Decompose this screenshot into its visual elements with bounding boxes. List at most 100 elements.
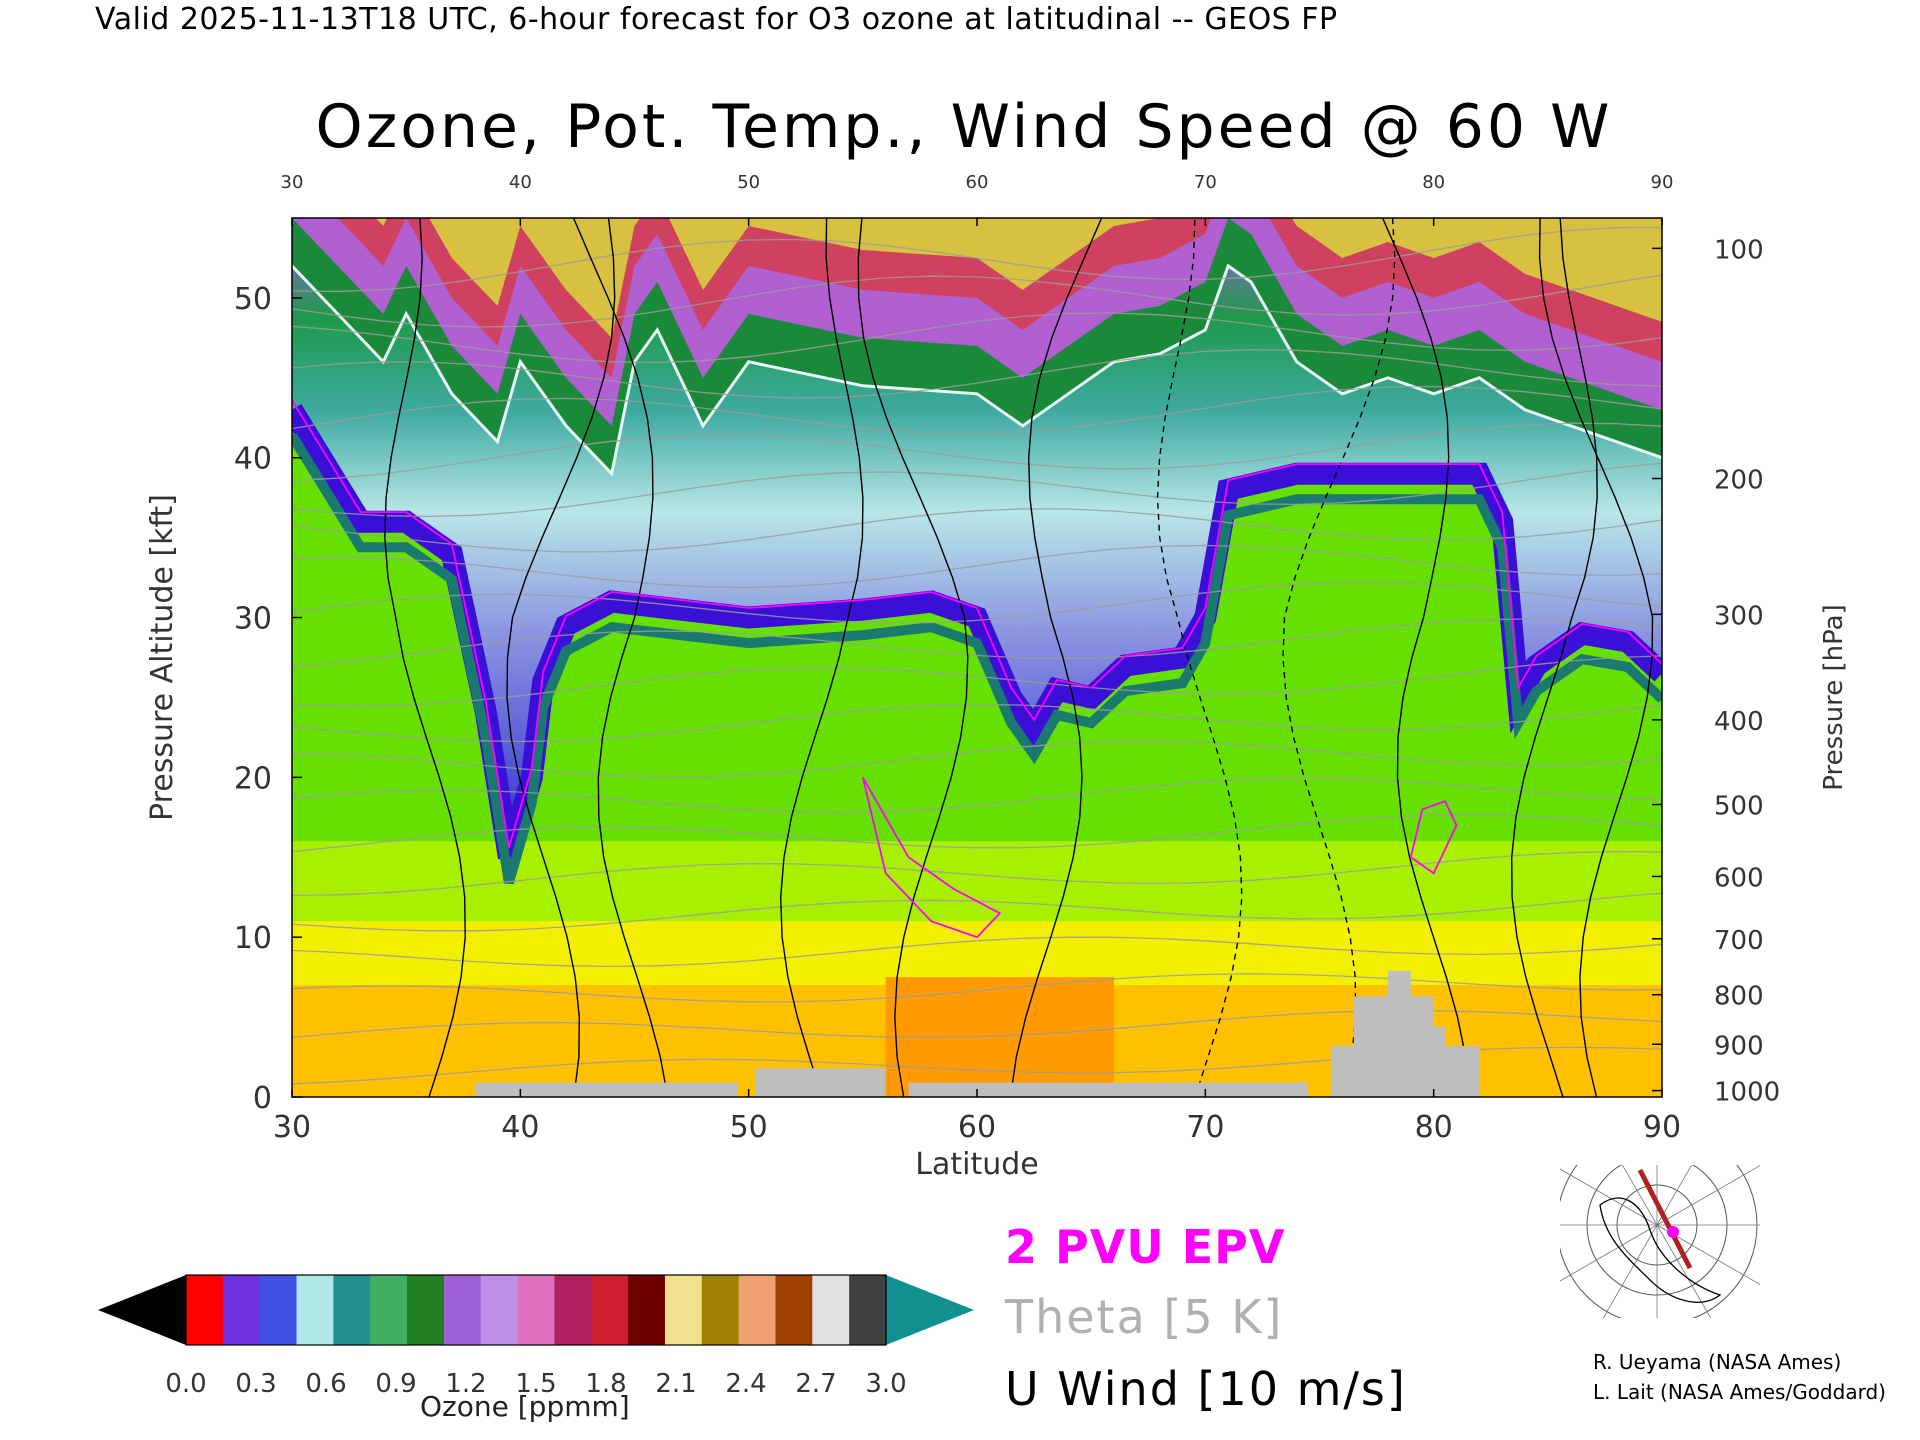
- u-wind-contour: [1538, 218, 1654, 1097]
- colorbar-segment: [259, 1275, 298, 1345]
- colorbar-segment: [849, 1275, 887, 1345]
- colorbar-tick-label: 1.8: [585, 1369, 626, 1399]
- colorbar-label: Ozone [ppmm]: [420, 1390, 630, 1423]
- map-meridian: [1560, 1224, 1658, 1282]
- colorbar-segment: [222, 1275, 261, 1345]
- colorbar-segment: [591, 1275, 629, 1345]
- colorbar-segment: [775, 1275, 813, 1345]
- map-meridian: [1560, 1168, 1658, 1226]
- y-tick-label: 40: [234, 442, 272, 477]
- colorbar-tick-label: 1.2: [445, 1369, 486, 1399]
- epv-contour-blob: [1409, 800, 1458, 875]
- epv-contour: [292, 399, 1662, 848]
- y-tick-label: 50: [234, 282, 272, 317]
- epv-contour-blob: [861, 776, 1002, 939]
- colorbar-tick-label: 0.9: [375, 1369, 416, 1399]
- colorbar-tick-label: 0.3: [235, 1369, 276, 1399]
- tropopause-band: [292, 404, 1662, 861]
- colorbar-segment: [443, 1275, 482, 1345]
- surface-topography: [292, 970, 1662, 1097]
- legend-u-wind: U Wind [10 m/s]: [1005, 1362, 1407, 1416]
- y2-axis-label: Pressure [hPa]: [1819, 604, 1849, 791]
- u-wind-contour: [506, 218, 616, 1097]
- theta-contour: [292, 973, 1662, 1003]
- colorbar-tick-label: 2.1: [655, 1369, 696, 1399]
- theta-contour: [292, 618, 1662, 668]
- credit-line-2: L. Lait (NASA Ames/Goddard): [1593, 1380, 1886, 1404]
- theta-contour: [292, 544, 1662, 589]
- theta-contour: [292, 655, 1662, 707]
- map-meridian: [1602, 1224, 1658, 1318]
- x-tick-label: 90: [1643, 1110, 1681, 1145]
- map-meridian: [1656, 1165, 1760, 1226]
- legend-epv: 2 PVU EPV: [1005, 1220, 1286, 1274]
- colorbar-segment: [333, 1275, 371, 1345]
- map-cross-section-line: [1637, 1168, 1693, 1270]
- pressure-tick-label: 800: [1714, 982, 1764, 1012]
- x-tick-label: 50: [730, 1110, 768, 1145]
- x-top-tick-label: 30: [281, 172, 304, 193]
- colorbar-segment: [407, 1275, 445, 1345]
- x-top-tick-label: 40: [509, 172, 532, 193]
- x-top-tick-label: 80: [1422, 172, 1445, 193]
- colorbar-segment: [296, 1275, 334, 1345]
- theta-contour: [292, 385, 1662, 435]
- theta-contour: [292, 349, 1662, 399]
- theta-contour: [292, 508, 1662, 553]
- pressure-tick-label: 500: [1714, 792, 1764, 822]
- pressure-tick-label: 900: [1714, 1031, 1764, 1061]
- u-wind-contour: [1009, 218, 1103, 1097]
- pressure-tick-label: 400: [1714, 707, 1764, 737]
- colorbar-segment: [186, 1275, 224, 1345]
- theta-contour: [292, 777, 1662, 814]
- y-tick-label: 10: [234, 921, 272, 956]
- pressure-tick-label: 200: [1714, 466, 1764, 496]
- legend-theta: Theta [5 K]: [1005, 1290, 1284, 1344]
- u-wind-contour: [1510, 218, 1598, 1097]
- x-tick-label: 40: [501, 1110, 539, 1145]
- theta-contour: [292, 422, 1662, 482]
- credit-line-1: R. Ueyama (NASA Ames): [1593, 1350, 1842, 1374]
- theta-contour: [292, 226, 1662, 293]
- inset-map: [1560, 1165, 1760, 1318]
- map-meridian: [1656, 1224, 1760, 1285]
- map-coastline: [1599, 1197, 1722, 1303]
- u-wind-contour: [1156, 218, 1243, 1097]
- colorbar-segment: [370, 1275, 408, 1345]
- upper-layer-gold: [375, 218, 1662, 338]
- theta-contour: [292, 274, 1662, 328]
- theta-contour: [292, 814, 1662, 853]
- y-tick-label: 20: [234, 761, 272, 796]
- y-tick-label: 0: [253, 1081, 272, 1116]
- colorbar-segment: [664, 1275, 703, 1345]
- theta-contour: [292, 703, 1662, 743]
- x-tick-label: 70: [1186, 1110, 1224, 1145]
- colorbar-segment: [480, 1275, 519, 1345]
- u-wind-contour: [572, 218, 669, 1097]
- upper-layer-red: [337, 218, 1662, 378]
- colorbar-segment: [517, 1275, 555, 1345]
- map-background: [1560, 1165, 1760, 1318]
- colorbar-frame: [185, 1274, 887, 1346]
- pressure-tick-label: 300: [1714, 601, 1764, 631]
- x-tick-label: 30: [273, 1110, 311, 1145]
- theta-contour: [292, 462, 1662, 518]
- colorbar-tick-label: 1.5: [515, 1369, 556, 1399]
- chart-title: Ozone, Pot. Temp., Wind Speed @ 60 W: [315, 92, 1613, 162]
- u-wind-contour: [1381, 218, 1471, 1097]
- y-tick-label: 30: [234, 602, 272, 637]
- colorbar-low-arrow: [98, 1275, 186, 1345]
- x-top-tick-label: 90: [1651, 172, 1674, 193]
- x-top-tick-label: 70: [1194, 172, 1217, 193]
- valid-time-caption: Valid 2025-11-13T18 UTC, 6-hour forecast…: [95, 2, 1338, 37]
- map-meridian: [1656, 1224, 1712, 1318]
- colorbar-segment: [701, 1275, 740, 1345]
- colorbar-tick-label: 2.7: [795, 1369, 836, 1399]
- colorbar-segment: [738, 1275, 776, 1345]
- plot-area: [292, 218, 1662, 1097]
- map-meridian: [1621, 1165, 1658, 1226]
- map-location-dot: [1667, 1226, 1679, 1238]
- x-top-tick-label: 50: [737, 172, 760, 193]
- u-wind-contour: [779, 218, 864, 1097]
